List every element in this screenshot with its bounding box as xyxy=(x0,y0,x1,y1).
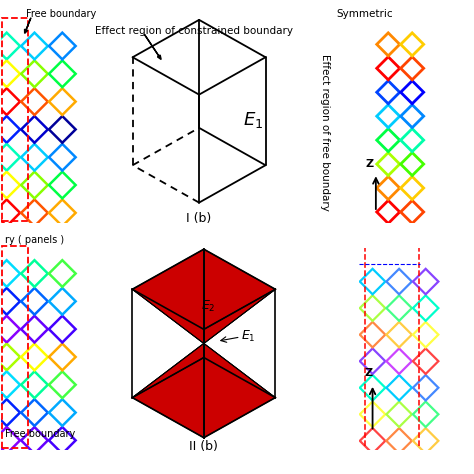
Text: $E_1$: $E_1$ xyxy=(243,109,263,129)
Text: I (b): I (b) xyxy=(186,212,212,225)
Polygon shape xyxy=(204,344,275,398)
Polygon shape xyxy=(132,249,204,344)
Bar xyxy=(1,18,28,221)
Bar xyxy=(1,246,28,448)
Polygon shape xyxy=(132,344,204,438)
Text: Free boundary: Free boundary xyxy=(5,429,75,439)
Polygon shape xyxy=(132,289,204,344)
Text: II (b): II (b) xyxy=(190,440,218,453)
Polygon shape xyxy=(204,249,275,344)
Text: Free boundary: Free boundary xyxy=(26,9,96,19)
Text: $E_1$: $E_1$ xyxy=(241,329,255,345)
Text: Z: Z xyxy=(365,159,374,169)
Polygon shape xyxy=(132,344,204,398)
Text: Z: Z xyxy=(365,368,373,378)
Text: Symmetric: Symmetric xyxy=(337,9,393,19)
Text: ry ( panels ): ry ( panels ) xyxy=(5,235,64,245)
Text: Effect region of constrained boundary: Effect region of constrained boundary xyxy=(95,26,293,36)
Polygon shape xyxy=(204,344,275,438)
Text: Effect region of free boundary: Effect region of free boundary xyxy=(320,55,330,211)
Text: $E_2$: $E_2$ xyxy=(201,299,215,314)
Polygon shape xyxy=(204,289,275,344)
